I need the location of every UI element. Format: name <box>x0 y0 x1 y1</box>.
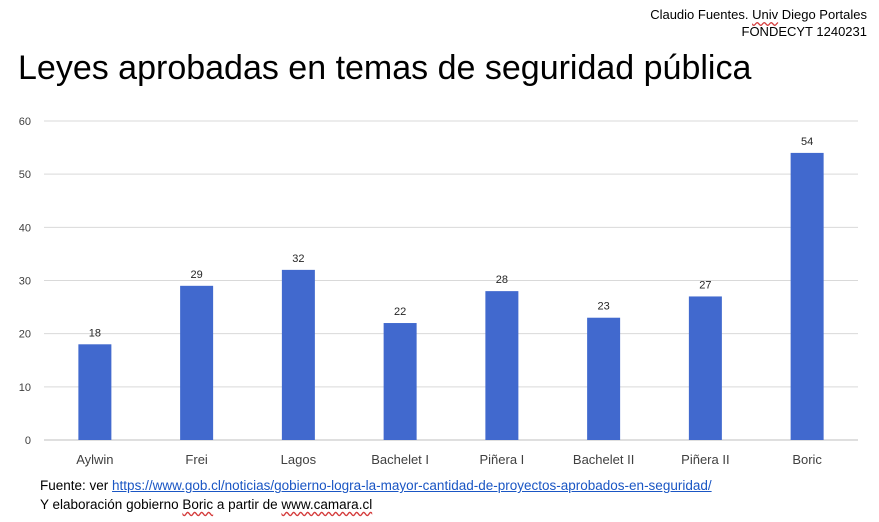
data-label: 23 <box>598 301 610 313</box>
data-label: 22 <box>394 306 406 318</box>
credit-univ: Univ <box>752 7 779 22</box>
source-line-2: Y elaboración gobierno Boric a partir de… <box>40 495 712 514</box>
source-line-1: Fuente: ver https://www.gob.cl/noticias/… <box>40 476 712 495</box>
bar <box>587 317 621 440</box>
data-label: 32 <box>292 253 304 265</box>
source-prefix: Fuente: ver <box>40 478 113 493</box>
x-tick-label: Frei <box>185 452 208 467</box>
chart-title: Leyes aprobadas en temas de seguridad pú… <box>18 49 752 87</box>
y-tick-label: 50 <box>19 169 31 181</box>
y-tick-label: 0 <box>25 435 31 447</box>
author-credit: Claudio Fuentes. Univ Diego Portales FON… <box>650 6 867 40</box>
credit-line-1: Claudio Fuentes. Univ Diego Portales <box>650 6 867 23</box>
x-tick-label: Aylwin <box>76 452 113 467</box>
x-tick-label: Boric <box>792 452 822 467</box>
data-label: 28 <box>496 274 508 286</box>
source-boric: Boric <box>182 497 214 512</box>
credit-line-2: FONDECYT 1240231 <box>741 24 868 39</box>
data-label: 29 <box>191 269 203 281</box>
y-tick-label: 40 <box>19 222 31 234</box>
y-tick-label: 20 <box>19 329 31 341</box>
y-tick-label: 30 <box>19 276 31 288</box>
y-tick-label: 10 <box>19 382 31 394</box>
data-label: 54 <box>801 136 813 148</box>
credit-author: Claudio Fuentes. <box>650 7 753 22</box>
x-tick-label: Piñera I <box>479 452 524 467</box>
source-link[interactable]: https://www.gob.cl/noticias/gobierno-log… <box>112 478 712 493</box>
x-tick-label: Bachelet II <box>573 452 634 467</box>
data-label: 18 <box>89 327 101 339</box>
x-tick-label: Piñera II <box>681 452 729 467</box>
bar <box>485 291 519 440</box>
bar <box>78 344 112 440</box>
source-line2-mid: a partir de <box>213 497 282 512</box>
source-note: Fuente: ver https://www.gob.cl/noticias/… <box>40 476 712 514</box>
y-tick-label: 60 <box>19 116 31 128</box>
bar <box>383 323 417 440</box>
x-tick-label: Bachelet I <box>371 452 429 467</box>
credit-university: Diego Portales <box>778 7 867 22</box>
bar <box>790 152 824 440</box>
data-label: 27 <box>699 279 711 291</box>
x-tick-label: Lagos <box>281 452 317 467</box>
bar <box>180 285 214 440</box>
source-site: www.camara.cl <box>281 497 373 512</box>
bar <box>281 269 315 440</box>
source-line2-prefix: Y elaboración gobierno <box>40 497 183 512</box>
bar <box>688 296 722 440</box>
